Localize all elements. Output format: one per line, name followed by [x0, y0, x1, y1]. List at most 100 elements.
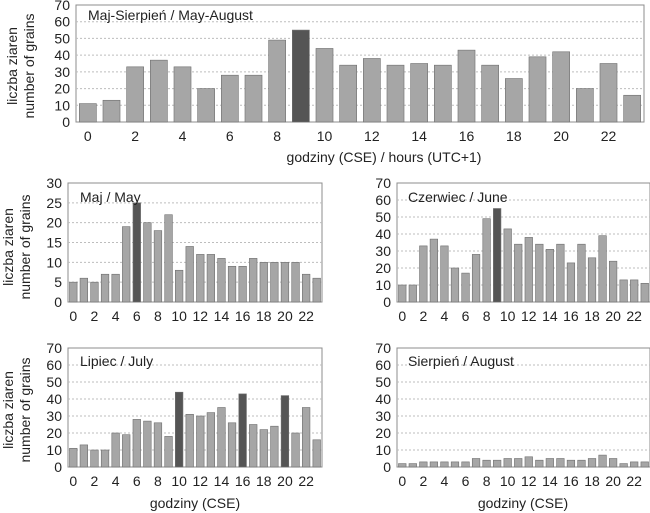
- y-tick-label-august: 20: [375, 425, 391, 441]
- bar-may-8: [153, 230, 163, 303]
- bar-may-14: [217, 258, 226, 303]
- x-tick-label-main: 0: [84, 128, 92, 144]
- bar-may-1: [79, 277, 88, 303]
- bar-june-4: [440, 245, 449, 303]
- bar-july-0: [69, 447, 78, 468]
- bar-may-16: [238, 265, 247, 303]
- y-tick-label-main: 70: [54, 0, 70, 13]
- ylabel-bottom-line1: liczba ziaren: [0, 371, 16, 449]
- x-axis-label-august: godziny (CSE): [478, 495, 568, 511]
- bar-june-1: [408, 284, 417, 303]
- x-tick-label-may: 18: [256, 308, 272, 324]
- bar-may-7: [143, 222, 152, 303]
- y-tick-label-august: 40: [375, 391, 391, 407]
- bar-main-18: [505, 78, 523, 123]
- bar-may-9: [164, 214, 173, 303]
- bar-july-21: [291, 432, 300, 468]
- ylabel-top-line2: number of grains: [21, 13, 37, 118]
- bar-june-0: [398, 284, 407, 303]
- x-tick-label-june: 10: [500, 308, 516, 324]
- y-tick-label-july: 60: [46, 357, 62, 373]
- bar-may-20: [280, 262, 290, 303]
- x-tick-label-june: 8: [483, 308, 491, 324]
- x-tick-label-july: 4: [112, 473, 120, 489]
- y-tick-label-august: 60: [375, 357, 391, 373]
- x-tick-label-may: 22: [298, 308, 314, 324]
- y-tick-label-august: 10: [375, 442, 391, 458]
- x-tick-label-july: 22: [298, 473, 314, 489]
- x-tick-label-august: 6: [462, 473, 470, 489]
- y-tick-label-june: 60: [375, 192, 391, 208]
- bar-main-7: [244, 74, 263, 123]
- x-tick-label-june: 4: [441, 308, 449, 324]
- x-tick-label-august: 22: [626, 473, 642, 489]
- bar-august-22: [630, 461, 639, 468]
- bar-june-8: [482, 218, 491, 303]
- bar-july-15: [227, 422, 237, 468]
- plot-frame-july: [67, 347, 323, 468]
- bar-july-17: [249, 424, 258, 468]
- bar-august-11: [514, 458, 523, 468]
- bar-july-13: [206, 412, 215, 468]
- bar-june-23: [640, 282, 649, 303]
- bar-july-5: [122, 434, 131, 468]
- x-tick-label-june: 0: [398, 308, 406, 324]
- x-tick-label-main: 4: [179, 128, 187, 144]
- y-tick-label-june: 30: [375, 243, 391, 259]
- y-tick-label-main: 0: [62, 114, 70, 130]
- y-tick-label-may: 30: [46, 175, 62, 191]
- bar-may-3: [100, 273, 110, 303]
- x-tick-label-august: 20: [605, 473, 621, 489]
- y-tick-label-may: 10: [46, 254, 62, 270]
- bar-july-19: [270, 425, 279, 468]
- bar-may-10: [175, 269, 184, 303]
- bar-may-4: [111, 273, 120, 303]
- y-tick-label-august: 0: [383, 459, 391, 475]
- bar-august-17: [577, 459, 586, 468]
- bar-august-16: [566, 459, 576, 468]
- y-tick-label-may: 5: [54, 274, 62, 290]
- bar-main-19: [528, 56, 547, 123]
- y-tick-label-main: 40: [54, 47, 70, 63]
- y-tick-label-july: 30: [46, 408, 62, 424]
- ylabel-mid-line1: liczba ziaren: [0, 208, 16, 286]
- bar-june-13: [535, 243, 544, 303]
- bar-july-3: [100, 449, 110, 468]
- x-tick-label-july: 0: [69, 473, 77, 489]
- y-tick-label-june: 70: [375, 175, 391, 191]
- x-tick-label-july: 14: [214, 473, 230, 489]
- x-tick-label-may: 10: [171, 308, 187, 324]
- x-tick-label-august: 16: [563, 473, 579, 489]
- x-tick-label-may: 2: [91, 308, 99, 324]
- x-tick-label-august: 4: [441, 473, 449, 489]
- bar-june-11: [514, 243, 523, 303]
- bar-may-11: [185, 246, 194, 303]
- bar-june-21: [619, 279, 628, 303]
- bar-august-9: [493, 459, 502, 468]
- x-tick-label-july: 12: [193, 473, 209, 489]
- bar-may-21: [291, 262, 300, 303]
- x-tick-label-main: 6: [226, 128, 234, 144]
- x-tick-label-july: 16: [235, 473, 251, 489]
- bar-main-2: [126, 66, 144, 123]
- x-tick-label-july: 18: [256, 473, 272, 489]
- x-tick-label-august: 18: [584, 473, 600, 489]
- bar-main-21: [576, 88, 594, 123]
- x-tick-label-july: 6: [133, 473, 141, 489]
- bar-august-7: [471, 458, 481, 468]
- y-tick-label-main: 20: [54, 81, 70, 97]
- bar-august-5: [450, 461, 460, 468]
- bar-main-16: [457, 49, 476, 123]
- bar-august-12: [524, 456, 533, 468]
- bar-june-10: [503, 228, 512, 303]
- y-tick-label-july: 50: [46, 374, 62, 390]
- y-tick-label-june: 50: [375, 209, 391, 225]
- bar-june-7: [471, 254, 481, 303]
- bar-july-7: [143, 420, 152, 468]
- y-tick-label-july: 20: [46, 425, 62, 441]
- x-tick-label-may: 8: [154, 308, 162, 324]
- bar-june-3: [429, 238, 438, 303]
- bar-main-20: [552, 51, 570, 123]
- y-tick-label-june: 40: [375, 226, 391, 242]
